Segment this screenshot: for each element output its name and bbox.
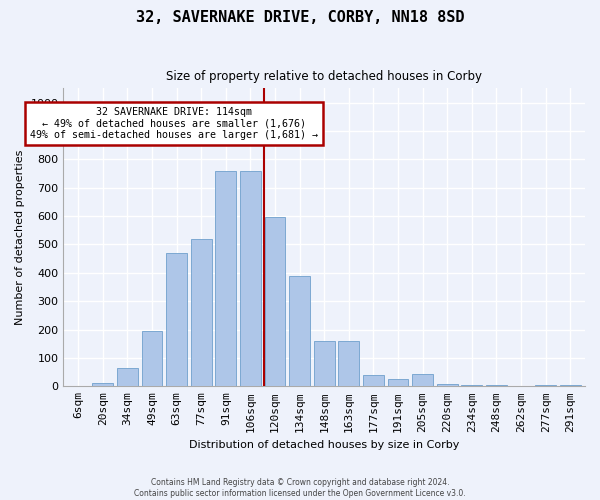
Bar: [388, 379, 409, 386]
Bar: [166, 253, 187, 386]
Bar: [314, 341, 335, 386]
Bar: [117, 368, 138, 386]
Text: Contains HM Land Registry data © Crown copyright and database right 2024.
Contai: Contains HM Land Registry data © Crown c…: [134, 478, 466, 498]
Bar: [191, 238, 212, 386]
Y-axis label: Number of detached properties: Number of detached properties: [15, 150, 25, 325]
Text: 32 SAVERNAKE DRIVE: 114sqm
← 49% of detached houses are smaller (1,676)
49% of s: 32 SAVERNAKE DRIVE: 114sqm ← 49% of deta…: [30, 107, 318, 140]
Bar: [265, 218, 286, 386]
Bar: [92, 383, 113, 386]
Bar: [412, 374, 433, 386]
Bar: [363, 375, 384, 386]
Bar: [215, 170, 236, 386]
Bar: [240, 170, 261, 386]
Bar: [338, 341, 359, 386]
X-axis label: Distribution of detached houses by size in Corby: Distribution of detached houses by size …: [189, 440, 460, 450]
Bar: [437, 384, 458, 386]
Bar: [461, 385, 482, 386]
Title: Size of property relative to detached houses in Corby: Size of property relative to detached ho…: [166, 70, 482, 83]
Bar: [560, 385, 581, 386]
Bar: [142, 331, 163, 386]
Text: 32, SAVERNAKE DRIVE, CORBY, NN18 8SD: 32, SAVERNAKE DRIVE, CORBY, NN18 8SD: [136, 10, 464, 25]
Bar: [289, 276, 310, 386]
Bar: [535, 385, 556, 386]
